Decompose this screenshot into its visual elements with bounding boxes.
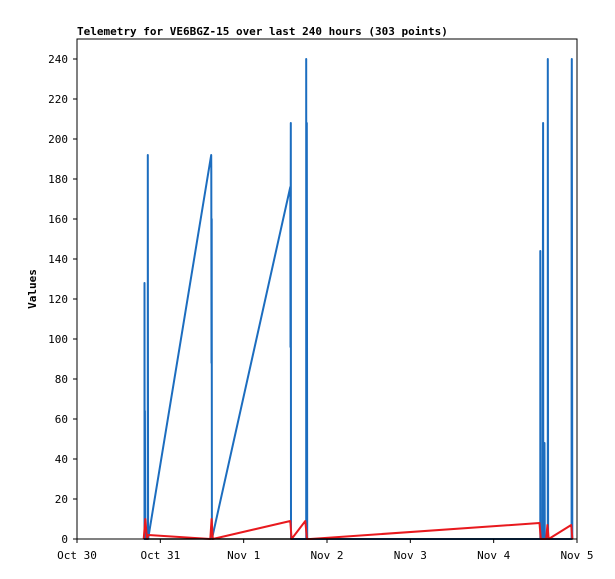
y-tick-label: 140 xyxy=(48,253,68,266)
series-layer xyxy=(142,58,574,540)
y-tick-label: 180 xyxy=(48,173,68,186)
x-tick-label: Nov 3 xyxy=(394,549,427,562)
y-tick-label: 120 xyxy=(48,293,68,306)
y-tick-label: 40 xyxy=(55,453,68,466)
x-tick-label: Nov 2 xyxy=(310,549,343,562)
x-tick-label: Nov 5 xyxy=(560,549,593,562)
y-tick-label: 100 xyxy=(48,333,68,346)
y-tick-label: 220 xyxy=(48,93,68,106)
y-tick-label: 20 xyxy=(55,493,68,506)
x-tick-label: Oct 31 xyxy=(140,549,180,562)
y-axis-ticks: 0 20 40 60 80 100 120 140 160 180 200 220 240 xyxy=(48,53,77,546)
y-tick-label: 0 xyxy=(61,533,68,546)
y-tick-label: 160 xyxy=(48,213,68,226)
y-tick-label: 240 xyxy=(48,53,68,66)
plot-frame xyxy=(76,38,578,540)
series-line-2 xyxy=(142,518,574,540)
y-axis-label: Values xyxy=(26,269,39,309)
x-tick-label: Nov 1 xyxy=(227,549,260,562)
chart-title: Telemetry for VE6BGZ-15 over last 240 ho… xyxy=(77,25,448,38)
x-tick-label: Oct 30 xyxy=(57,549,97,562)
x-tick-label: Nov 4 xyxy=(477,549,510,562)
y-tick-label: 60 xyxy=(55,413,68,426)
y-tick-label: 200 xyxy=(48,133,68,146)
series-line-1 xyxy=(143,58,574,540)
y-tick-label: 80 xyxy=(55,373,68,386)
x-axis-ticks: Oct 30 Oct 31 Nov 1 Nov 2 Nov 3 Nov 4 Nov 5 xyxy=(57,539,594,562)
